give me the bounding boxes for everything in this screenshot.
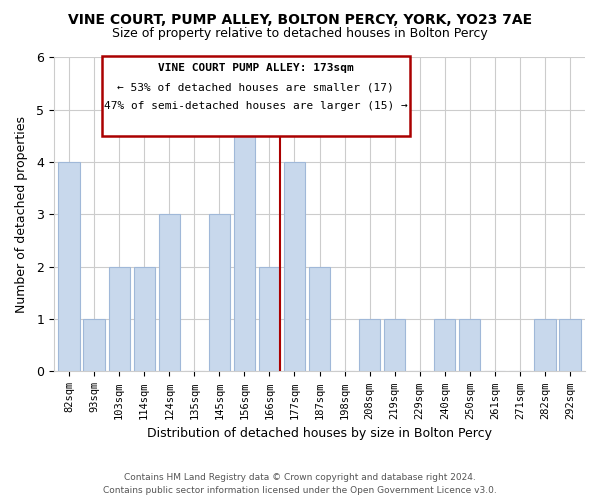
Bar: [534, 319, 556, 372]
Bar: [109, 267, 130, 372]
Bar: [158, 214, 180, 372]
Bar: [284, 162, 305, 372]
Bar: [234, 110, 255, 372]
Bar: [209, 214, 230, 372]
Text: Contains HM Land Registry data © Crown copyright and database right 2024.
Contai: Contains HM Land Registry data © Crown c…: [103, 474, 497, 495]
Bar: [384, 319, 406, 372]
Bar: [134, 267, 155, 372]
Bar: [58, 162, 80, 372]
Bar: [459, 319, 481, 372]
X-axis label: Distribution of detached houses by size in Bolton Percy: Distribution of detached houses by size …: [147, 427, 492, 440]
Bar: [309, 267, 330, 372]
Text: VINE COURT PUMP ALLEY: 173sqm: VINE COURT PUMP ALLEY: 173sqm: [158, 62, 353, 72]
Text: VINE COURT, PUMP ALLEY, BOLTON PERCY, YORK, YO23 7AE: VINE COURT, PUMP ALLEY, BOLTON PERCY, YO…: [68, 12, 532, 26]
Bar: [434, 319, 455, 372]
Bar: [359, 319, 380, 372]
Text: 47% of semi-detached houses are larger (15) →: 47% of semi-detached houses are larger (…: [104, 101, 407, 111]
Y-axis label: Number of detached properties: Number of detached properties: [15, 116, 28, 313]
Bar: [559, 319, 581, 372]
Text: Size of property relative to detached houses in Bolton Percy: Size of property relative to detached ho…: [112, 28, 488, 40]
FancyBboxPatch shape: [101, 56, 410, 136]
Bar: [259, 267, 280, 372]
Bar: [83, 319, 105, 372]
Text: ← 53% of detached houses are smaller (17): ← 53% of detached houses are smaller (17…: [117, 82, 394, 92]
